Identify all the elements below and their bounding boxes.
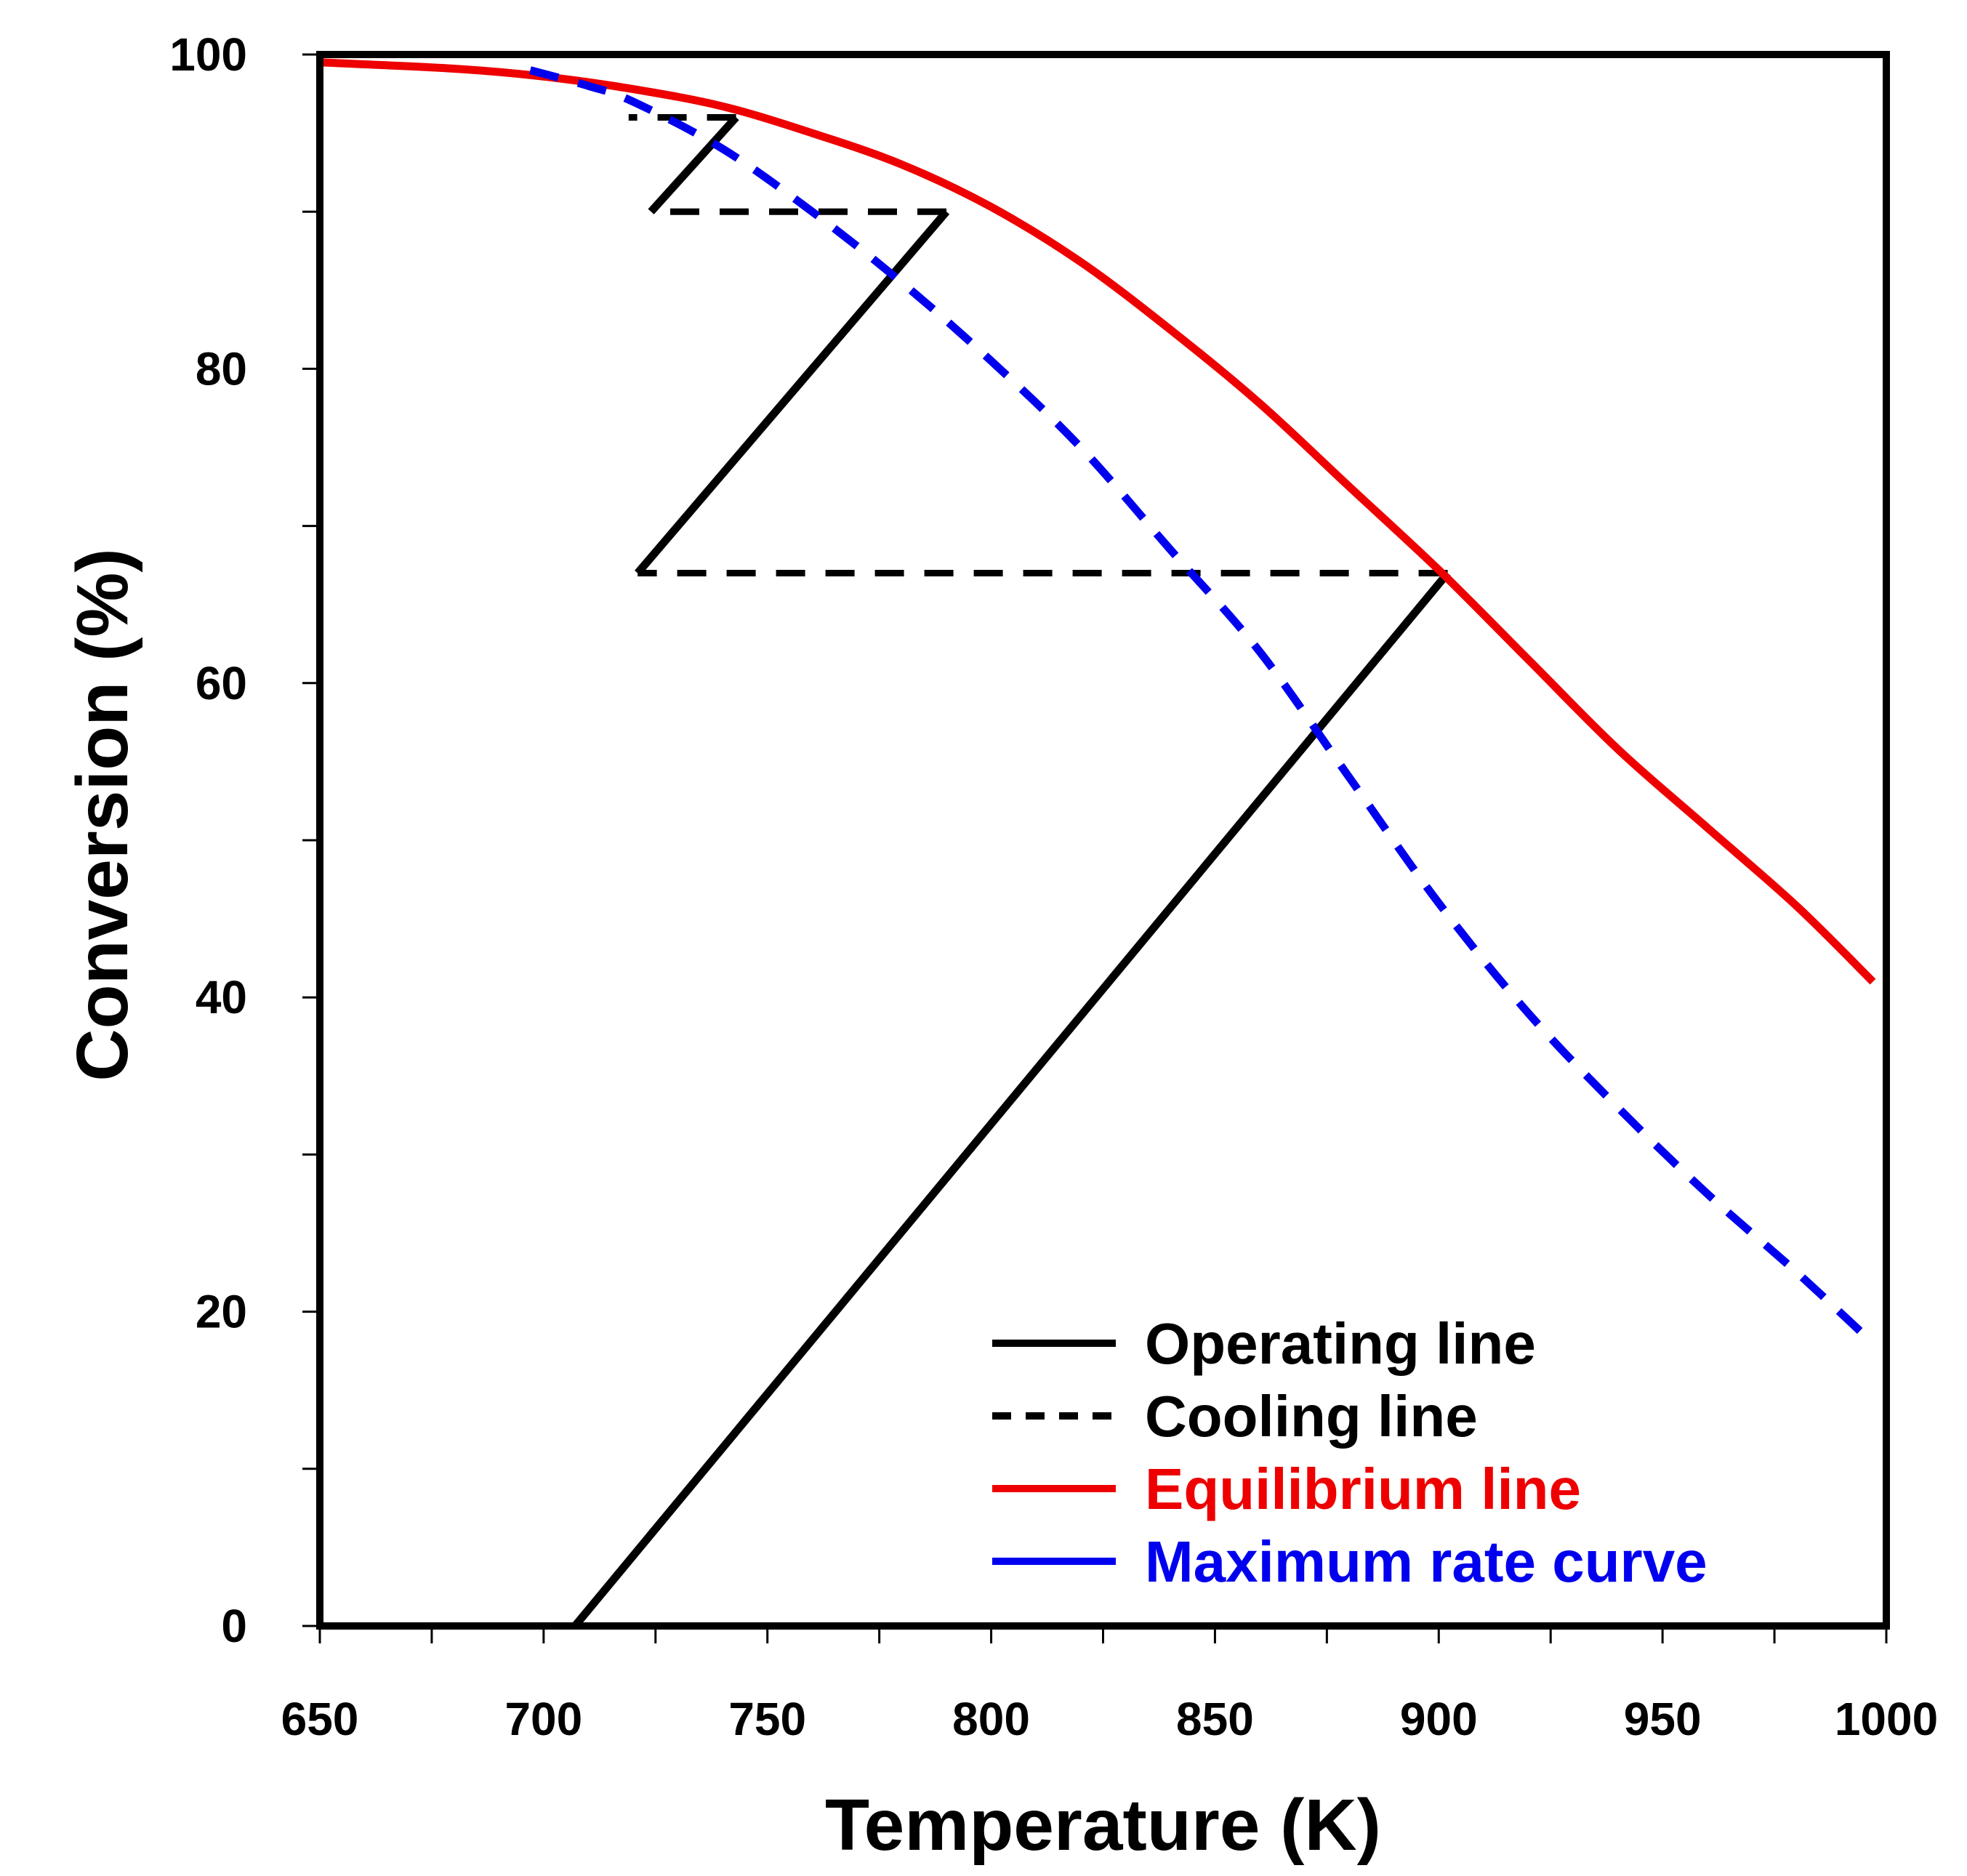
x-tick-label-850: 850: [1176, 1693, 1254, 1745]
legend-label-operating-line: Operating line: [1145, 1311, 1536, 1376]
x-tick-label-1000: 1000: [1835, 1693, 1938, 1745]
operating-line-segment-1: [571, 570, 1451, 1629]
operating-line-segment-3: [648, 114, 739, 214]
equilibrium-line-curve: [319, 58, 1876, 985]
plot-marks: [319, 58, 1876, 1629]
x-tick-label-800: 800: [952, 1693, 1030, 1745]
y-tick-label-80: 80: [196, 342, 247, 395]
x-tick-label-650: 650: [281, 1693, 359, 1745]
x-tick-label-950: 950: [1624, 1693, 1702, 1745]
x-tick-label-750: 750: [728, 1693, 806, 1745]
legend: Operating line Cooling line Equilibrium li…: [992, 1311, 1707, 1594]
x-axis-title: Temperature (K): [825, 1784, 1381, 1866]
x-tick-label-900: 900: [1400, 1693, 1478, 1745]
y-tick-label-100: 100: [169, 28, 247, 81]
y-tick-label-60: 60: [196, 657, 247, 709]
y-tick-label-20: 20: [196, 1286, 247, 1338]
y-axis-title: Conversion (%): [62, 548, 143, 1081]
x-tick-label-700: 700: [504, 1693, 582, 1745]
y-tick-label-0: 0: [221, 1600, 247, 1652]
y-tick-label-40: 40: [196, 971, 247, 1023]
maximum-rate-curve-curve: [528, 66, 1876, 1346]
legend-label-maximum-rate-curve: Maximum rate curve: [1145, 1529, 1707, 1594]
legend-label-cooling-line: Cooling line: [1145, 1384, 1478, 1449]
axis-ticks: 650 700 750 800 850 900 950 1000 0 20 40 60 80 100: [169, 28, 1938, 1745]
operating-line-segment-2: [635, 209, 950, 576]
plot-frame: [316, 51, 1890, 1630]
legend-label-equilibrium-line: Equilibrium line: [1145, 1457, 1581, 1521]
